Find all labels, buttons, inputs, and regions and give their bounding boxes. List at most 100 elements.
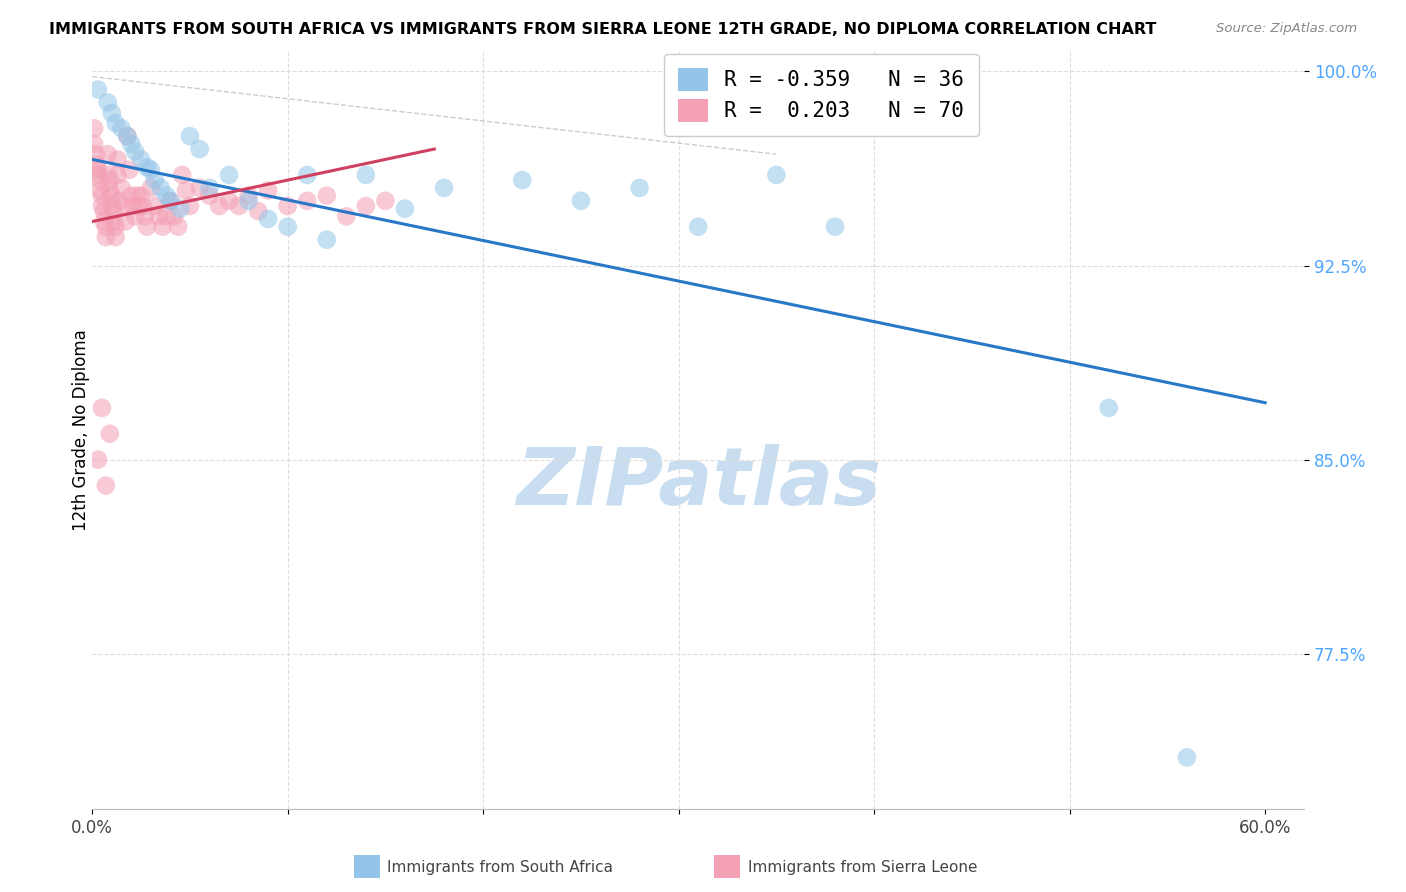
Point [114, 214, 136, 228]
Point [315, 233, 337, 247]
Point [94, 478, 117, 492]
Point [188, 181, 211, 195]
Point [103, 204, 125, 219]
Point [100, 105, 122, 120]
Point [104, 219, 127, 234]
Point [112, 199, 135, 213]
Point [91, 199, 114, 213]
Point [159, 194, 181, 208]
Text: IMMIGRANTS FROM SOUTH AFRICA VS IMMIGRANTS FROM SIERRA LEONE 12TH GRADE, NO DIPL: IMMIGRANTS FROM SOUTH AFRICA VS IMMIGRAN… [49, 22, 1157, 37]
Point [97, 168, 120, 182]
Legend: R = -0.359   N = 36, R =  0.203   N = 70: R = -0.359 N = 36, R = 0.203 N = 70 [664, 54, 979, 136]
Point [569, 194, 592, 208]
Point [179, 129, 201, 144]
Point [98, 184, 121, 198]
Point [277, 199, 299, 213]
Point [107, 153, 129, 167]
Point [87, 162, 110, 177]
Y-axis label: 12th Grade, No Diploma: 12th Grade, No Diploma [72, 329, 90, 531]
Point [143, 173, 166, 187]
Text: Source: ZipAtlas.com: Source: ZipAtlas.com [1216, 22, 1357, 36]
Point [169, 202, 191, 216]
Text: Immigrants from Sierra Leone: Immigrants from Sierra Leone [748, 860, 977, 874]
Point [198, 181, 221, 195]
Point [297, 194, 319, 208]
Text: Immigrants from South Africa: Immigrants from South Africa [387, 860, 613, 874]
Point [218, 194, 240, 208]
Point [433, 181, 456, 195]
Point [277, 219, 299, 234]
Point [87, 168, 110, 182]
Point [89, 173, 111, 187]
Point [188, 142, 211, 156]
Point [108, 194, 131, 208]
Point [87, 82, 110, 96]
Point [139, 162, 162, 177]
Point [174, 184, 197, 198]
Point [172, 168, 194, 182]
Point [84, 158, 107, 172]
Point [824, 219, 846, 234]
Point [93, 204, 115, 219]
Point [120, 136, 142, 151]
Point [97, 95, 120, 110]
Point [97, 147, 120, 161]
Point [118, 162, 141, 177]
Point [257, 211, 280, 226]
Point [688, 219, 710, 234]
Point [238, 188, 260, 202]
Point [110, 181, 132, 195]
Point [100, 188, 122, 202]
Point [1175, 750, 1198, 764]
Point [148, 210, 170, 224]
Point [104, 230, 127, 244]
Point [83, 121, 105, 136]
Text: ZIPatlas: ZIPatlas [516, 444, 880, 522]
Point [167, 219, 190, 234]
Point [103, 214, 125, 228]
Point [91, 188, 114, 202]
Point [257, 184, 280, 198]
Point [765, 168, 787, 182]
Point [1098, 401, 1121, 415]
Point [143, 199, 166, 213]
Point [155, 188, 177, 202]
Point [120, 188, 142, 202]
Point [87, 452, 110, 467]
Point [163, 210, 186, 224]
Point [394, 202, 416, 216]
Point [297, 168, 319, 182]
Point [124, 210, 146, 224]
Point [83, 136, 105, 151]
Point [110, 121, 132, 136]
Point [354, 199, 377, 213]
Point [128, 199, 150, 213]
Point [100, 199, 122, 213]
Point [315, 188, 337, 202]
Point [94, 219, 117, 234]
Point [98, 173, 121, 187]
Point [135, 160, 157, 174]
Point [98, 426, 121, 441]
Point [238, 194, 260, 208]
Point [198, 188, 221, 202]
Point [134, 210, 156, 224]
Point [179, 199, 201, 213]
Point [135, 219, 157, 234]
Point [354, 168, 377, 182]
Point [628, 181, 651, 195]
Point [247, 204, 270, 219]
Point [124, 145, 146, 159]
Point [218, 168, 240, 182]
Point [117, 129, 139, 144]
Point [132, 199, 155, 213]
Point [104, 116, 127, 130]
Point [117, 129, 139, 144]
Point [139, 181, 162, 195]
Point [127, 188, 149, 202]
Point [122, 199, 145, 213]
Point [228, 199, 250, 213]
Point [208, 199, 231, 213]
Point [94, 230, 117, 244]
Point [84, 147, 107, 161]
